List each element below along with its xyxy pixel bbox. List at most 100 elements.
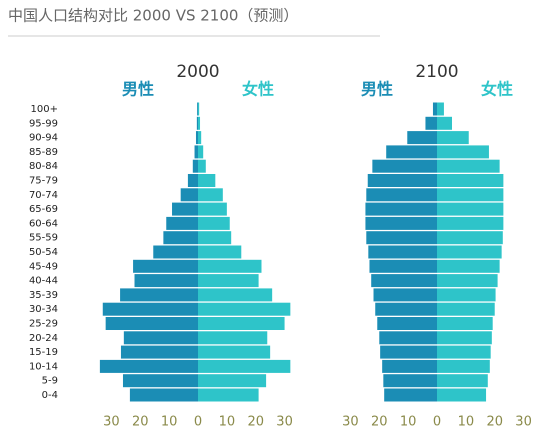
bar: [437, 359, 490, 373]
y-tick-label: 55-59: [29, 233, 58, 244]
legend-label: 女性: [481, 80, 513, 99]
bar: [198, 202, 227, 216]
bar: [437, 331, 492, 345]
y-tick-label: 15-19: [29, 347, 58, 358]
bar: [198, 331, 268, 345]
bar: [198, 302, 291, 316]
bar: [99, 359, 198, 373]
bar: [163, 231, 198, 245]
x-tick-label: 30: [276, 415, 293, 430]
bar: [366, 188, 437, 202]
bar: [437, 202, 504, 216]
bar: [180, 188, 198, 202]
x-tick-label: 30: [515, 415, 532, 430]
bar: [437, 317, 493, 330]
bar: [198, 288, 273, 302]
bar: [425, 116, 437, 130]
y-tick-label: 65-69: [29, 204, 58, 215]
bar: [166, 216, 198, 230]
x-tick-label: 30: [103, 415, 120, 430]
bar: [386, 145, 437, 159]
bar: [437, 374, 488, 388]
y-tick-label: 90-94: [29, 133, 58, 144]
bar: [198, 174, 216, 187]
bar: [365, 216, 437, 230]
bar: [198, 102, 200, 116]
bar: [368, 245, 437, 259]
bar: [198, 388, 259, 402]
bar: [369, 259, 437, 273]
bar: [120, 345, 198, 359]
x-tick-label: 20: [486, 415, 503, 430]
bar: [437, 159, 500, 173]
bar: [437, 231, 503, 245]
y-tick-label: 75-79: [29, 176, 58, 187]
bar: [198, 216, 230, 230]
x-tick-label: 0: [194, 415, 202, 430]
bar: [373, 288, 437, 302]
x-tick-label: 20: [371, 415, 388, 430]
bar: [437, 131, 469, 145]
bar: [198, 231, 232, 245]
y-tick-label: 70-74: [29, 190, 58, 201]
x-tick-label: 0: [433, 415, 441, 430]
bar: [122, 374, 198, 388]
y-tick-label: 85-89: [29, 147, 58, 158]
bar: [437, 216, 504, 230]
bar: [134, 274, 198, 288]
legend-label: 女性: [242, 80, 274, 99]
bar: [437, 245, 502, 259]
bar: [437, 116, 453, 130]
bar: [198, 259, 262, 273]
bar: [437, 302, 495, 316]
legend-label: 男性: [122, 80, 154, 99]
bar: [187, 174, 198, 187]
y-tick-label: 10-14: [29, 361, 58, 372]
chart-title: 2100: [415, 62, 458, 82]
bar: [133, 259, 198, 273]
y-tick-label: 80-84: [29, 161, 58, 172]
bar: [198, 245, 242, 259]
bar: [172, 202, 198, 216]
bar: [198, 274, 259, 288]
bar: [194, 145, 198, 159]
y-tick-label: 45-49: [29, 261, 58, 272]
y-tick-label: 0-4: [42, 390, 58, 401]
y-tick-label: 100+: [31, 104, 58, 115]
bar: [192, 159, 198, 173]
bar: [198, 374, 267, 388]
bar: [196, 116, 198, 130]
x-tick-label: 10: [458, 415, 475, 430]
bar: [372, 159, 437, 173]
bar: [105, 317, 198, 330]
bar: [198, 131, 202, 145]
bar: [437, 174, 504, 187]
x-tick-label: 20: [247, 415, 264, 430]
bar: [129, 388, 198, 402]
bar: [377, 317, 437, 330]
bar: [437, 345, 491, 359]
y-tick-label: 25-29: [29, 319, 58, 330]
bar: [437, 102, 444, 116]
y-tick-label: 20-24: [29, 333, 58, 344]
bar: [198, 145, 204, 159]
bar: [198, 317, 285, 330]
x-tick-label: 10: [219, 415, 236, 430]
bar: [371, 274, 437, 288]
bar: [382, 359, 437, 373]
bar: [123, 331, 198, 345]
bar: [437, 259, 500, 273]
y-tick-label: 50-54: [29, 247, 58, 258]
bar: [432, 102, 437, 116]
x-tick-label: 10: [400, 415, 417, 430]
y-tick-label: 40-44: [29, 276, 58, 287]
bar: [198, 359, 291, 373]
bar: [375, 302, 437, 316]
bar: [195, 131, 198, 145]
y-tick-label: 95-99: [29, 118, 58, 129]
x-tick-label: 10: [161, 415, 178, 430]
bar: [120, 288, 198, 302]
bar: [437, 188, 504, 202]
x-tick-label: 20: [132, 415, 149, 430]
